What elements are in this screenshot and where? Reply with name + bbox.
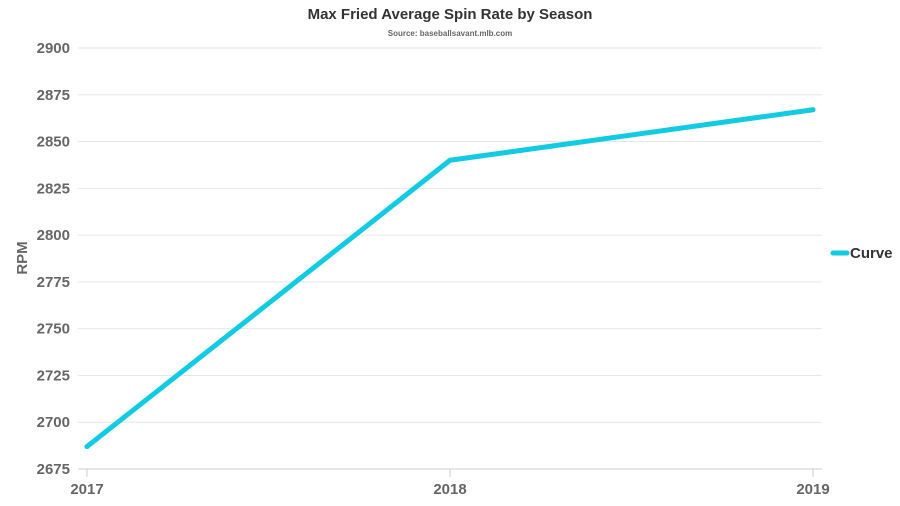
y-tick-label: 2800 — [37, 227, 70, 244]
y-axis-ticks: 2675 2700 2725 2750 2775 2800 2825 2850 2875 2900 — [37, 40, 70, 478]
x-tick-label: 2018 — [433, 481, 466, 498]
y-tick-label: 2675 — [37, 461, 70, 478]
y-tick-label: 2875 — [37, 87, 70, 104]
data-point — [447, 157, 453, 163]
legend[interactable]: Curve — [830, 245, 893, 262]
y-tick-label: 2900 — [37, 40, 70, 57]
data-point — [84, 444, 90, 450]
chart-title: Max Fried Average Spin Rate by Season — [307, 6, 593, 23]
legend-item-label[interactable]: Curve — [850, 245, 893, 262]
y-tick-label: 2850 — [37, 134, 70, 151]
x-tick-label: 2019 — [796, 481, 829, 498]
gridlines — [78, 47, 822, 423]
y-tick-label: 2750 — [37, 321, 70, 338]
y-tick-label: 2700 — [37, 414, 70, 431]
series-group — [84, 107, 816, 450]
chart-subtitle: Source: baseballsavant.mlb.com — [387, 29, 513, 38]
y-axis-label: RPM — [14, 241, 31, 274]
y-tick-label: 2825 — [37, 180, 70, 197]
x-tick-label: 2017 — [70, 481, 103, 498]
data-point — [810, 107, 816, 113]
y-tick-label: 2775 — [37, 274, 70, 291]
x-axis-ticks: 2017 2018 2019 — [70, 469, 830, 498]
y-tick-label: 2725 — [37, 367, 70, 384]
